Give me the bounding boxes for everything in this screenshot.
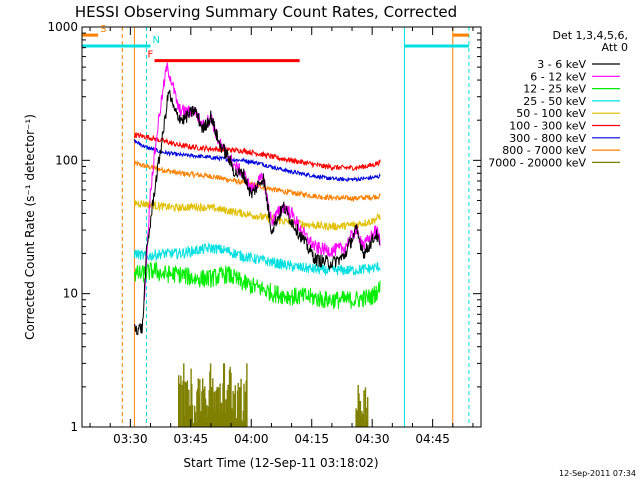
instrument-state-annotations — [82, 27, 470, 427]
legend-entry-label: 800 - 7000 keV — [502, 144, 586, 157]
series-line-5 — [133, 198, 381, 232]
legend-header-line-2: Att 0 — [602, 41, 628, 54]
x-tick-label: 03:45 — [174, 432, 209, 446]
legend-entry-label: 100 - 300 keV — [509, 120, 586, 133]
x-tick-label: 04:45 — [415, 432, 450, 446]
annotation-label-s: S — [100, 24, 106, 35]
legend-entry-label: 6 - 12 keV — [530, 70, 586, 83]
legend-entry-label: 25 - 50 keV — [523, 95, 586, 108]
series-layer — [133, 62, 381, 427]
series-line-9 — [178, 363, 248, 427]
x-tick-label: 04:15 — [294, 432, 329, 446]
y-tick-label: 1 — [70, 420, 78, 434]
legend-entry-label: 7000 - 20000 keV — [488, 156, 586, 169]
x-tick-label: 03:30 — [113, 432, 148, 446]
series-line-7 — [133, 139, 381, 183]
series-line-4 — [133, 241, 381, 276]
annotation-label-n: N — [153, 35, 160, 46]
series-line-9 — [355, 385, 369, 427]
legend-entry-label: 12 - 25 keV — [523, 83, 586, 96]
legend-entry-label: 3 - 6 keV — [537, 58, 586, 71]
series-line-6 — [133, 131, 381, 172]
series-line-1 — [133, 89, 381, 335]
x-axis: 03:30 03:45 04:00 04:15 04:30 04:45 — [89, 27, 474, 446]
series-line-3 — [133, 260, 381, 309]
y-tick-label: 1000 — [47, 20, 78, 34]
chart-title: HESSI Observing Summary Count Rates, Cor… — [75, 3, 457, 21]
series-line-2 — [144, 62, 381, 300]
legend-entry-label: 50 - 100 keV — [516, 107, 586, 120]
x-axis-label: Start Time (12-Sep-11 03:18:02) — [183, 456, 378, 470]
y-axis: 1 10 100 1000 — [47, 20, 481, 434]
annotation-label-f: F — [148, 50, 154, 61]
y-tick-label: 10 — [63, 287, 78, 301]
x-tick-label: 04:30 — [355, 432, 390, 446]
y-axis-label: Corrected Count Rate (s⁻¹ detector⁻¹) — [23, 114, 37, 340]
timestamp: 12-Sep-2011 07:34 — [559, 469, 636, 478]
plot-frame — [81, 26, 482, 428]
legend-header-line-1: Det 1,3,4,5,6, — [552, 29, 628, 42]
x-tick-label: 04:00 — [234, 432, 269, 446]
legend-entry-label: 300 - 800 keV — [509, 132, 586, 145]
y-tick-label: 100 — [55, 153, 78, 167]
